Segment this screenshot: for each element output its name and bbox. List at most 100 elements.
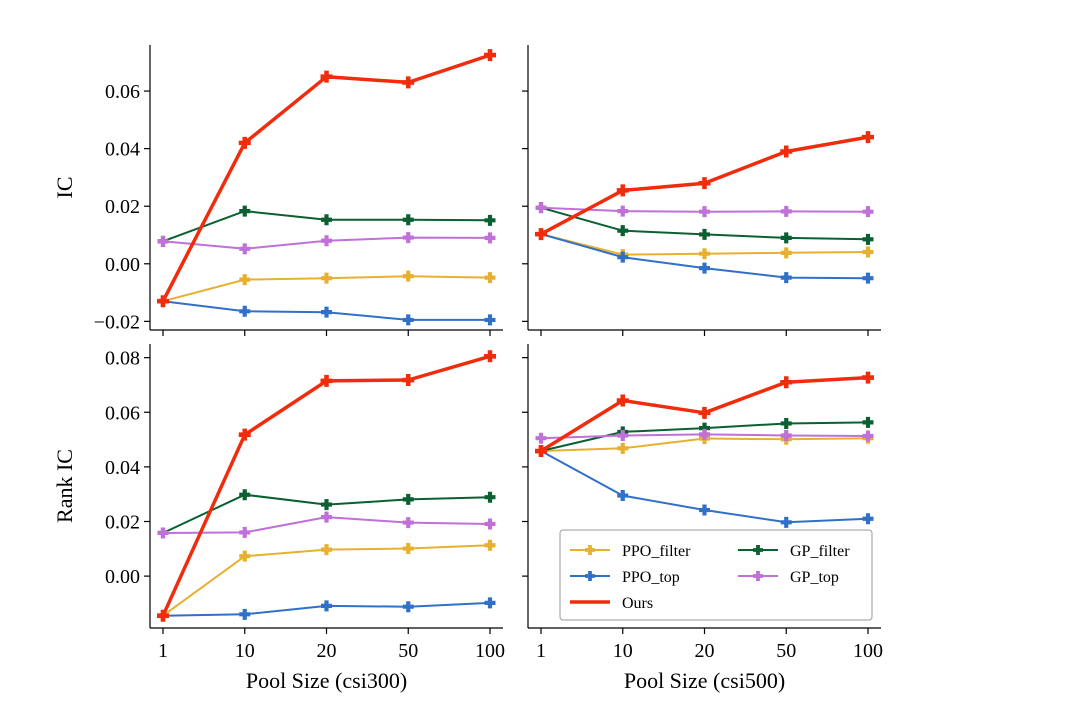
- data-point: [780, 516, 792, 528]
- panel-rankic-csi500: 1 10 20 50 100 Pool Size (csi500): [522, 344, 883, 693]
- x-tick-label: 50: [776, 640, 796, 662]
- data-point: [862, 131, 874, 144]
- data-point: [862, 272, 874, 284]
- data-point: [239, 243, 251, 255]
- legend-label: GP_top: [790, 569, 839, 586]
- data-point: [617, 429, 629, 441]
- data-point: [699, 228, 710, 240]
- legend-label: PPO_top: [622, 569, 680, 586]
- x-tick-label: 100: [853, 640, 883, 662]
- x-tick-label: 1: [536, 640, 546, 662]
- data-point: [699, 422, 710, 434]
- data-point: [862, 246, 874, 258]
- data-point: [238, 136, 251, 149]
- panel-ic-csi300: −0.02 0.00 0.02 0.04 0.06 IC: [52, 45, 503, 336]
- series-gp-top: [535, 428, 874, 444]
- legend-label: PPO_filter: [622, 543, 691, 560]
- y-tick-label: 0.00: [105, 566, 140, 588]
- data-point: [402, 314, 414, 326]
- data-point: [321, 511, 332, 523]
- y-tick-label: 0.02: [105, 196, 140, 218]
- data-point: [617, 225, 629, 237]
- data-point: [780, 429, 792, 441]
- series-ours: [535, 371, 874, 458]
- data-point: [535, 202, 547, 214]
- legend-item-gp-filter: GP_filter: [738, 543, 850, 560]
- legend-marker: [753, 571, 763, 581]
- y-axis-title: IC: [52, 177, 77, 199]
- data-point: [780, 145, 793, 158]
- data-point: [321, 272, 332, 284]
- data-point: [484, 314, 496, 326]
- data-point: [699, 248, 710, 260]
- data-point: [780, 205, 792, 217]
- data-point: [535, 445, 547, 458]
- data-point: [780, 417, 792, 429]
- data-point: [239, 550, 251, 562]
- panel-rankic-csi300: 0.00 0.02 0.04 0.06 0.08 1 10 20 50 100 Rank IC Poo…: [52, 344, 505, 693]
- data-point: [402, 232, 414, 244]
- data-point: [862, 371, 874, 384]
- data-point: [617, 251, 629, 263]
- data-point: [239, 274, 251, 286]
- series-ppo-top: [157, 597, 496, 622]
- data-point: [617, 205, 629, 217]
- data-point: [780, 247, 792, 259]
- x-axis-title: Pool Size (csi300): [246, 668, 407, 693]
- data-point: [617, 442, 629, 454]
- series-gp-top: [535, 202, 874, 218]
- data-point: [238, 428, 251, 441]
- legend-item-ppo-filter: PPO_filter: [570, 543, 691, 560]
- data-point: [484, 214, 496, 226]
- legend-item-ours: Ours: [570, 595, 653, 612]
- y-tick-label: 0.06: [105, 402, 140, 424]
- data-point: [239, 489, 251, 501]
- data-point: [699, 428, 710, 440]
- data-point: [320, 70, 333, 83]
- legend-marker: [753, 545, 763, 555]
- x-tick-label: 20: [317, 640, 337, 662]
- data-point: [862, 233, 874, 245]
- data-point: [698, 406, 711, 419]
- data-point: [484, 350, 496, 363]
- x-tick-label: 20: [695, 640, 715, 662]
- panel-ic-csi500: [522, 45, 881, 336]
- y-tick-label: 0.04: [105, 457, 140, 479]
- data-point: [862, 416, 874, 428]
- data-point: [699, 504, 710, 516]
- data-point: [484, 491, 496, 503]
- data-point: [157, 609, 169, 622]
- data-point: [616, 394, 629, 407]
- data-point: [239, 305, 251, 317]
- data-point: [402, 76, 415, 89]
- data-point: [239, 608, 251, 620]
- data-point: [402, 601, 414, 613]
- series-ours: [157, 49, 496, 308]
- y-tick-label: 0.04: [105, 139, 140, 161]
- data-point: [402, 270, 414, 282]
- legend-item-gp-top: GP_top: [738, 569, 839, 586]
- x-tick-label: 10: [235, 640, 255, 662]
- series-ppo-top: [157, 295, 496, 326]
- x-tick-label: 100: [475, 640, 505, 662]
- legend-frame: [559, 529, 873, 621]
- data-point: [402, 374, 415, 387]
- data-point: [484, 597, 496, 609]
- legend-label: GP_filter: [790, 543, 850, 560]
- x-tick-label: 1: [158, 640, 168, 662]
- y-tick-label: 0.00: [105, 254, 140, 276]
- data-point: [402, 543, 414, 555]
- series-line: [161, 354, 491, 617]
- data-point: [402, 493, 414, 505]
- legend-marker: [585, 545, 595, 555]
- series-ppo-top: [535, 445, 874, 528]
- data-point: [402, 517, 414, 529]
- series-line: [161, 53, 491, 303]
- data-point: [321, 499, 332, 511]
- x-tick-label: 50: [398, 640, 418, 662]
- data-point: [617, 490, 629, 502]
- data-point: [321, 600, 332, 612]
- data-point: [239, 526, 251, 538]
- y-tick-label: 0.06: [105, 81, 140, 103]
- data-point: [780, 272, 792, 284]
